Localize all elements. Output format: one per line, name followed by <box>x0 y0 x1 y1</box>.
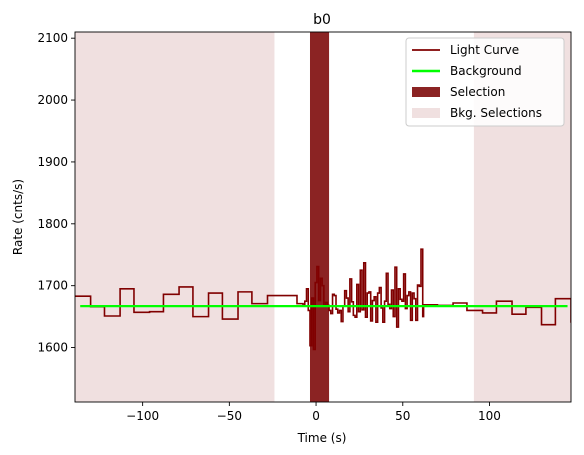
y-tick-label: 1700 <box>37 279 68 293</box>
y-tick-label: 2100 <box>37 31 68 45</box>
legend-label: Bkg. Selections <box>450 106 542 120</box>
x-axis-label: Time (s) <box>297 431 347 445</box>
y-tick-label: 2000 <box>37 93 68 107</box>
legend-label: Selection <box>450 85 505 99</box>
plot-content <box>75 32 571 402</box>
axes-frame <box>74 31 572 403</box>
legend-label: Background <box>450 64 522 78</box>
legend: Light Curve Background Selection Bkg. Selec… <box>405 37 565 127</box>
legend-label: Light Curve <box>450 43 519 57</box>
legend-box <box>405 37 565 127</box>
legend-swatch-patch <box>412 108 440 118</box>
y-tick-label: 1800 <box>37 217 68 231</box>
legend-swatch-patch <box>412 87 440 97</box>
x-tick-label: 50 <box>395 409 410 423</box>
axes: −100 −50 0 50 100 1600 1700 1800 1900 2000 2100 <box>37 31 572 423</box>
y-axis-label: Rate (cnts/s) <box>11 179 25 255</box>
bkg-selection-region-1 <box>75 32 275 402</box>
x-tick-label: 100 <box>478 409 501 423</box>
y-tick-label: 1900 <box>37 155 68 169</box>
x-tick-label: 0 <box>312 409 320 423</box>
chart-title: b0 <box>313 12 331 28</box>
x-tick-label: −100 <box>126 409 159 423</box>
x-tick-label: −50 <box>217 409 242 423</box>
plot-area <box>75 32 571 402</box>
y-tick-label: 1600 <box>37 341 68 355</box>
